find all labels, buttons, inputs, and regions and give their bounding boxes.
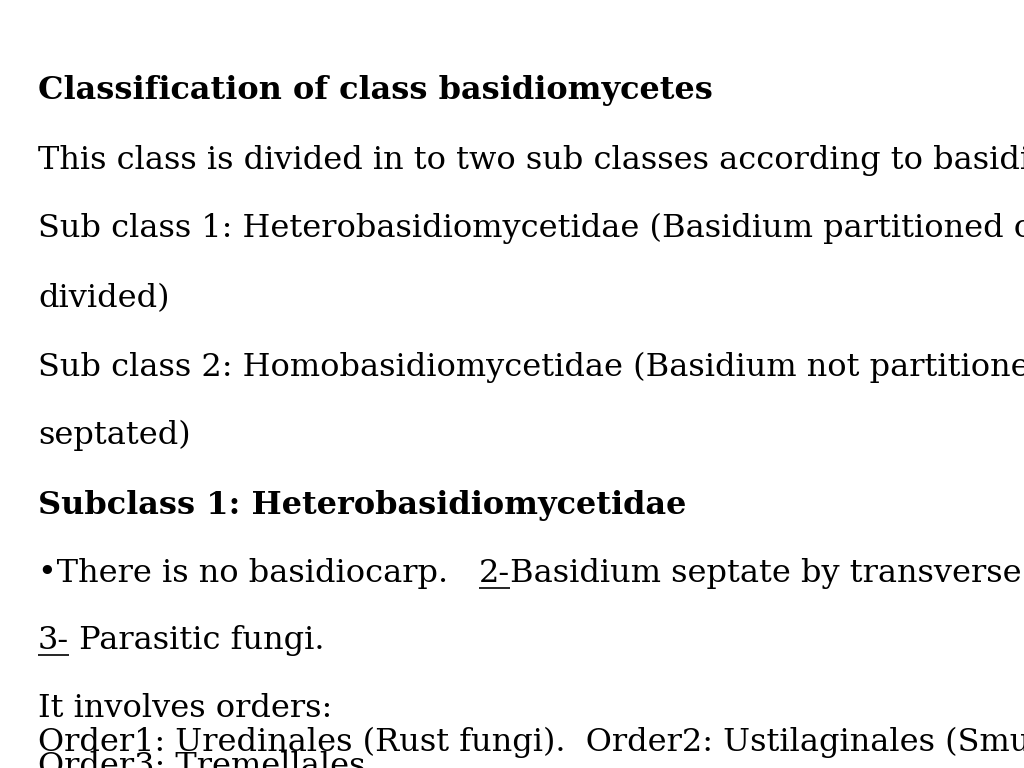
Text: Classification of class basidiomycetes: Classification of class basidiomycetes xyxy=(38,75,713,106)
Text: It involves orders:: It involves orders: xyxy=(38,693,332,724)
Text: Sub class 1: Heterobasidiomycetidae (Basidium partitioned or deeply: Sub class 1: Heterobasidiomycetidae (Bas… xyxy=(38,213,1024,244)
Text: septated): septated) xyxy=(38,420,190,452)
Text: Order1: Uredinales (Rust fungi).  Order2: Ustilaginales (Smut fungi).: Order1: Uredinales (Rust fungi). Order2:… xyxy=(38,727,1024,758)
Text: 2-: 2- xyxy=(478,558,510,589)
Text: Parasitic fungi.: Parasitic fungi. xyxy=(70,625,325,656)
Text: divided): divided) xyxy=(38,283,170,314)
Text: Order3: Tremellales: Order3: Tremellales xyxy=(38,751,366,768)
Text: Subclass 1: Heterobasidiomycetidae: Subclass 1: Heterobasidiomycetidae xyxy=(38,490,686,521)
Text: •There is no basidiocarp.: •There is no basidiocarp. xyxy=(38,558,478,589)
Text: This class is divided in to two sub classes according to basidium:: This class is divided in to two sub clas… xyxy=(38,145,1024,176)
Text: Sub class 2: Homobasidiomycetidae (Basidium not partitioned or not: Sub class 2: Homobasidiomycetidae (Basid… xyxy=(38,352,1024,383)
Text: Basidium septate by transverse septa.: Basidium septate by transverse septa. xyxy=(510,558,1024,589)
Text: 3-: 3- xyxy=(38,625,70,656)
